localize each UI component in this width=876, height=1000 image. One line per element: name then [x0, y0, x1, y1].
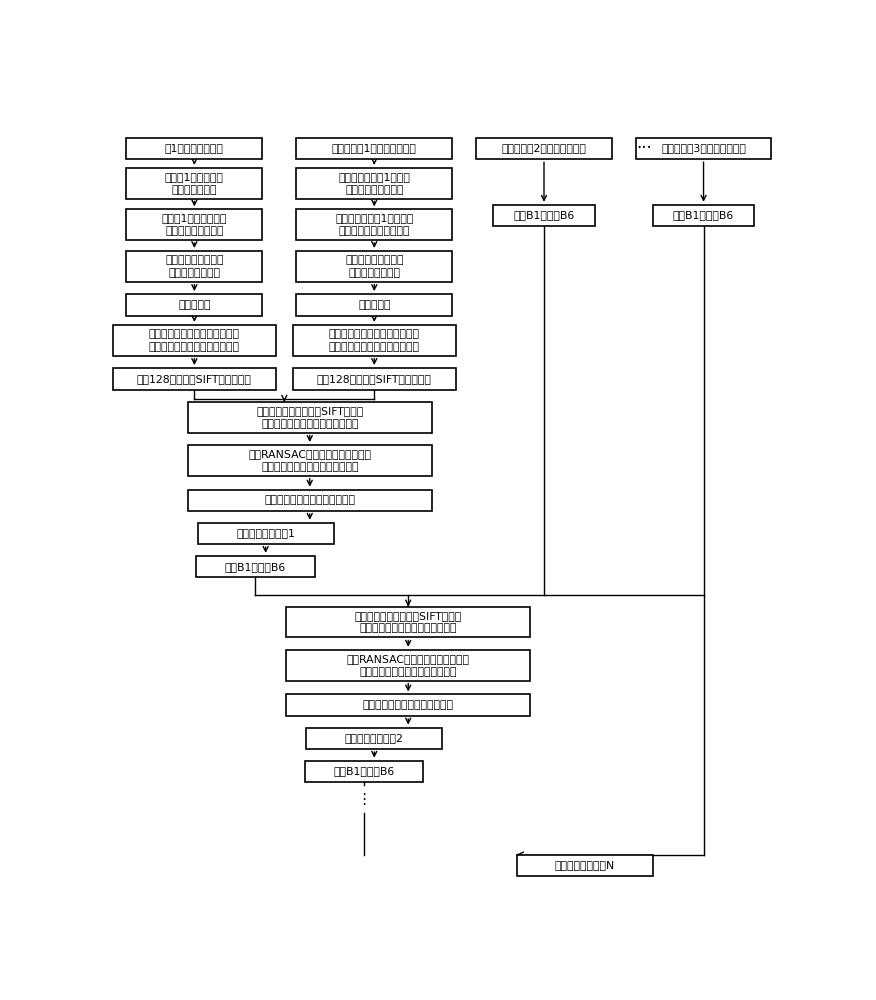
Text: 利用关键点邻域像素的梯度方向
分布特征为关键点指定方向参数: 利用关键点邻域像素的梯度方向 分布特征为关键点指定方向参数 — [328, 329, 420, 352]
FancyBboxPatch shape — [636, 138, 772, 159]
FancyBboxPatch shape — [296, 168, 452, 199]
Text: 渐入渐出方法实现裂纹图像融合: 渐入渐出方法实现裂纹图像融合 — [265, 495, 356, 505]
Text: 构造128维向量的SIFT特征描述子: 构造128维向量的SIFT特征描述子 — [317, 374, 432, 384]
Text: 步骤B1至步骤B6: 步骤B1至步骤B6 — [513, 210, 575, 220]
Text: 步骤B1至步骤B6: 步骤B1至步骤B6 — [673, 210, 734, 220]
Text: 拼接后的裂纹图像N: 拼接后的裂纹图像N — [555, 860, 615, 870]
Text: 步骤B1至步骤B6: 步骤B1至步骤B6 — [225, 562, 286, 572]
Text: 第1幅钢梁裂纹图像: 第1幅钢梁裂纹图像 — [165, 143, 223, 153]
FancyBboxPatch shape — [296, 294, 452, 316]
Text: ···: ··· — [636, 139, 652, 157]
FancyBboxPatch shape — [126, 209, 262, 240]
Text: 待拼接的第2幅钢梁裂纹图像: 待拼接的第2幅钢梁裂纹图像 — [502, 143, 586, 153]
FancyBboxPatch shape — [286, 694, 530, 716]
FancyBboxPatch shape — [196, 556, 314, 577]
FancyBboxPatch shape — [187, 402, 432, 433]
Text: 利用RANSAC方法和匹配后的特征点
构建裂纹实现投影变换和图像配准: 利用RANSAC方法和匹配后的特征点 构建裂纹实现投影变换和图像配准 — [248, 449, 371, 472]
Text: 步骤B1至步骤B6: 步骤B1至步骤B6 — [334, 766, 395, 776]
FancyBboxPatch shape — [187, 445, 432, 476]
FancyBboxPatch shape — [113, 368, 276, 389]
FancyBboxPatch shape — [305, 761, 423, 782]
FancyBboxPatch shape — [286, 607, 530, 637]
FancyBboxPatch shape — [113, 325, 276, 356]
FancyBboxPatch shape — [477, 138, 611, 159]
FancyBboxPatch shape — [517, 855, 653, 876]
Text: 待拼接的第1幅钢梁裂纹图像: 待拼接的第1幅钢梁裂纹图像 — [332, 143, 417, 153]
Text: 利用RANSAC方法和匹配后的特征点
构建裂纹实现投影变换和图像配准: 利用RANSAC方法和匹配后的特征点 构建裂纹实现投影变换和图像配准 — [347, 654, 470, 677]
FancyBboxPatch shape — [293, 325, 456, 356]
Text: 建立第1幅钢梁裂纹图
像的高斯差分金字塔: 建立第1幅钢梁裂纹图 像的高斯差分金字塔 — [162, 213, 227, 236]
FancyBboxPatch shape — [126, 138, 262, 159]
Text: 利用关键点邻域像素的梯度方向
分布特征为关键点指定方向参数: 利用关键点邻域像素的梯度方向 分布特征为关键点指定方向参数 — [149, 329, 240, 352]
Text: 精确确定裂纹信息的
关键点位置和尺度: 精确确定裂纹信息的 关键点位置和尺度 — [345, 255, 404, 278]
Text: 建立待拼接的第1幅钢梁
裂纹图像的尺度空间: 建立待拼接的第1幅钢梁 裂纹图像的尺度空间 — [338, 172, 410, 195]
FancyBboxPatch shape — [293, 368, 456, 389]
Text: 精确确定裂纹信息的
关键点位置和尺度: 精确确定裂纹信息的 关键点位置和尺度 — [165, 255, 223, 278]
FancyBboxPatch shape — [126, 251, 262, 282]
FancyBboxPatch shape — [126, 168, 262, 199]
FancyBboxPatch shape — [187, 490, 432, 511]
Text: 构造128维向量的SIFT特征描述子: 构造128维向量的SIFT特征描述子 — [137, 374, 251, 384]
Text: 待拼接的第3幅钢梁裂纹图像: 待拼接的第3幅钢梁裂纹图像 — [661, 143, 746, 153]
FancyBboxPatch shape — [296, 251, 452, 282]
Text: 建立第1幅钢梁裂纹
图像的尺度空间: 建立第1幅钢梁裂纹 图像的尺度空间 — [165, 172, 223, 195]
FancyBboxPatch shape — [653, 205, 754, 226]
Text: 根据欧式距离实现两个SIFT特征描
述子的相似性度量和特征点的匹配: 根据欧式距离实现两个SIFT特征描 述子的相似性度量和特征点的匹配 — [355, 611, 462, 633]
Text: 选择关键点: 选择关键点 — [358, 300, 391, 310]
Text: 拼接后的裂纹图像1: 拼接后的裂纹图像1 — [237, 528, 295, 538]
FancyBboxPatch shape — [198, 523, 334, 544]
FancyBboxPatch shape — [126, 294, 262, 316]
Text: 建立待拼接的第1幅钢梁裂
纹图像的高斯差分金字塔: 建立待拼接的第1幅钢梁裂 纹图像的高斯差分金字塔 — [336, 213, 413, 236]
FancyBboxPatch shape — [307, 728, 442, 749]
Text: 根据欧式距离实现两个SIFT特征描
述子的相似性度量和特征点的匹配: 根据欧式距离实现两个SIFT特征描 述子的相似性度量和特征点的匹配 — [256, 406, 364, 429]
FancyBboxPatch shape — [296, 209, 452, 240]
Text: 选择关键点: 选择关键点 — [178, 300, 210, 310]
FancyBboxPatch shape — [296, 138, 452, 159]
Text: ⋮: ⋮ — [357, 792, 371, 807]
Text: 渐入渐出方法实现裂纹图像融合: 渐入渐出方法实现裂纹图像融合 — [363, 700, 454, 710]
Text: 拼接后的裂纹图像2: 拼接后的裂纹图像2 — [345, 733, 404, 743]
FancyBboxPatch shape — [286, 650, 530, 681]
FancyBboxPatch shape — [493, 205, 595, 226]
